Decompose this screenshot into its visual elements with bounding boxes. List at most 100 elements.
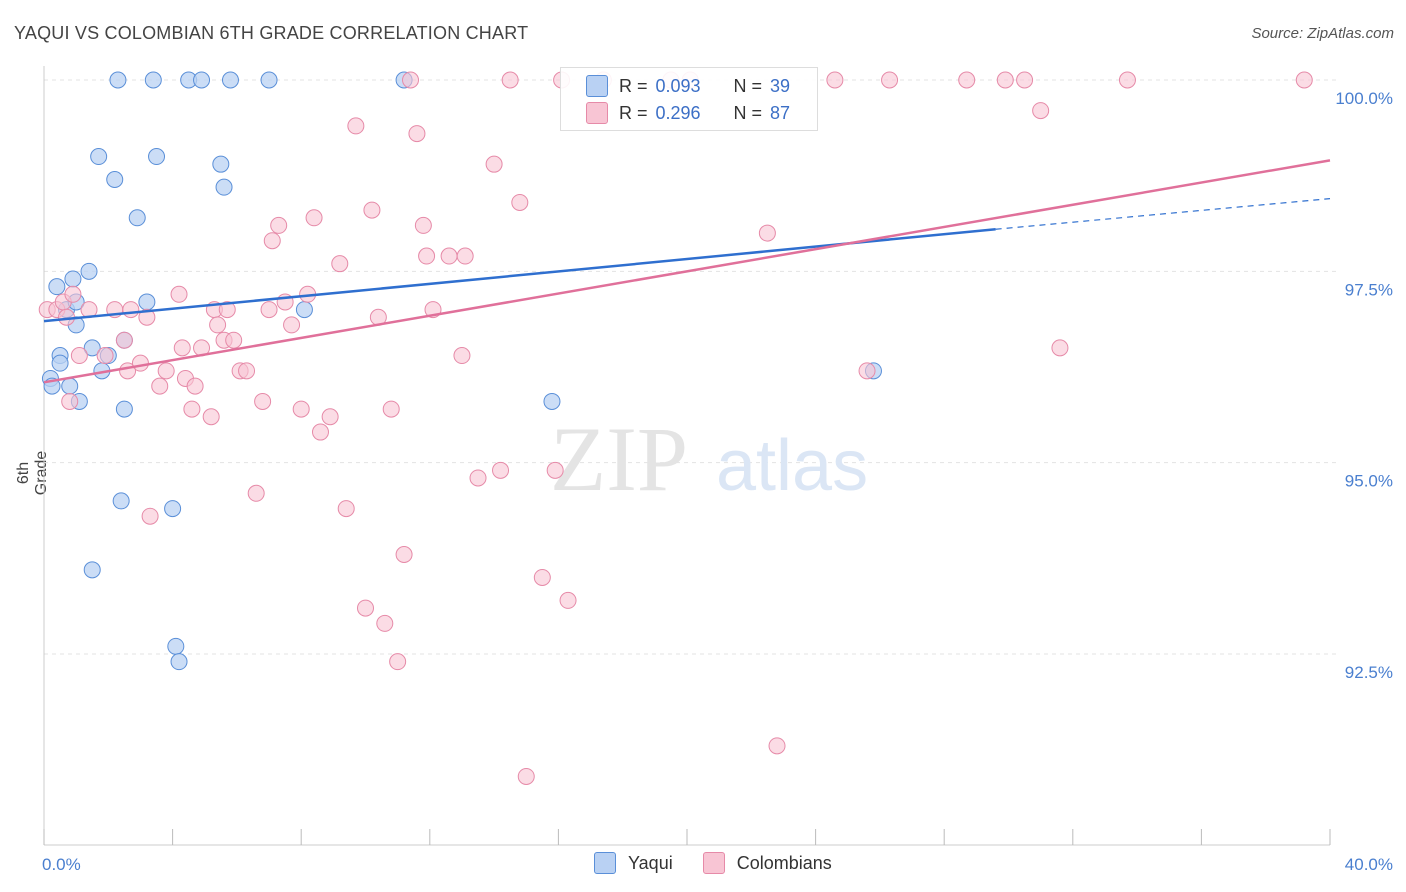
data-point-colombians: [70, 347, 88, 365]
data-point-colombians: [270, 216, 288, 234]
data-point-colombians: [218, 301, 236, 319]
trend-lines: [43, 159, 1331, 384]
data-point-yaqui: [83, 339, 101, 357]
data-point-yaqui: [144, 71, 162, 89]
series-legend: Yaqui Colombians: [594, 852, 862, 874]
data-point-colombians: [533, 568, 551, 586]
data-point-colombians: [414, 216, 432, 234]
data-point-colombians: [559, 591, 577, 609]
data-point-colombians: [183, 400, 201, 418]
data-point-colombians: [826, 71, 844, 89]
data-point-yaqui: [215, 178, 233, 196]
data-point-colombians: [389, 653, 407, 671]
y-tick-label: 97.5%: [1345, 280, 1393, 299]
data-point-yaqui: [80, 262, 98, 280]
data-point-yaqui: [112, 492, 130, 510]
x-tick-label: 40.0%: [1345, 855, 1393, 874]
data-point-colombians: [395, 546, 413, 564]
data-point-colombians: [511, 193, 529, 211]
data-point-colombians: [151, 377, 169, 395]
y-tick-label: 100.0%: [1335, 89, 1393, 108]
data-point-colombians: [170, 285, 188, 303]
data-point-yaqui: [148, 148, 166, 166]
data-point-yaqui: [167, 637, 185, 655]
data-point-colombians: [305, 209, 323, 227]
data-point-colombians: [546, 461, 564, 479]
data-point-colombians: [768, 737, 786, 755]
data-point-yaqui: [61, 377, 79, 395]
data-point-colombians: [61, 392, 79, 410]
data-point-colombians: [263, 232, 281, 250]
data-point-yaqui: [221, 71, 239, 89]
data-point-colombians: [1051, 339, 1069, 357]
data-point-colombians: [1032, 102, 1050, 120]
data-point-colombians: [283, 316, 301, 334]
data-point-yaqui: [109, 71, 127, 89]
data-point-yaqui: [295, 301, 313, 319]
data-point-colombians: [115, 331, 133, 349]
data-point-yaqui: [138, 293, 156, 311]
legend-r-label: R =: [619, 75, 648, 96]
legend-label-colombians: Colombians: [736, 852, 832, 873]
legend-n-value: 87: [770, 102, 791, 123]
data-point-colombians: [238, 362, 256, 380]
data-point-colombians: [402, 71, 420, 89]
data-point-colombians: [408, 125, 426, 143]
watermark: ZIP atlas: [550, 408, 868, 510]
data-point-colombians: [96, 347, 114, 365]
legend-item-colombians: Colombians: [702, 852, 832, 874]
legend-swatch-yaqui: [594, 852, 616, 874]
trend-line-yaqui-extension: [995, 198, 1331, 230]
data-point-colombians: [131, 354, 149, 372]
legend-r-label: R =: [619, 102, 648, 123]
data-point-colombians: [292, 400, 310, 418]
data-point-yaqui: [51, 354, 69, 372]
data-point-colombians: [996, 71, 1014, 89]
data-point-colombians: [122, 301, 140, 319]
data-point-colombians: [321, 408, 339, 426]
data-point-colombians: [501, 71, 519, 89]
data-point-colombians: [260, 301, 278, 319]
colombian-points: [38, 71, 1313, 785]
data-point-colombians: [254, 392, 272, 410]
data-point-colombians: [363, 201, 381, 219]
data-point-yaqui: [128, 209, 146, 227]
legend-row-colombians: R = 0.296 N = 87: [586, 101, 791, 125]
data-point-yaqui: [64, 270, 82, 288]
data-point-colombians: [1016, 71, 1034, 89]
data-point-yaqui: [48, 278, 66, 296]
legend-r-value: 0.093: [655, 75, 701, 96]
data-point-colombians: [64, 285, 82, 303]
data-point-colombians: [247, 484, 265, 502]
data-point-yaqui: [83, 561, 101, 579]
legend-label-yaqui: Yaqui: [628, 852, 673, 873]
data-point-yaqui: [543, 392, 561, 410]
data-point-colombians: [1118, 71, 1136, 89]
legend-n-label: N =: [733, 102, 763, 123]
data-point-colombians: [517, 767, 535, 785]
data-point-colombians: [492, 461, 510, 479]
data-point-colombians: [141, 507, 159, 525]
legend-row-yaqui: R = 0.093 N = 39: [586, 74, 790, 98]
trend-line-colombians: [43, 159, 1331, 384]
legend-swatch-colombians: [702, 852, 725, 874]
data-point-yaqui: [260, 71, 278, 89]
data-point-colombians: [485, 155, 503, 173]
source-label: Source: ZipAtlas.com: [1251, 25, 1394, 42]
data-point-yaqui: [106, 170, 124, 188]
legend-n-label: N =: [733, 75, 763, 96]
data-point-colombians: [337, 500, 355, 518]
watermark-zip: ZIP: [550, 408, 688, 510]
data-point-colombians: [157, 362, 175, 380]
data-point-colombians: [209, 316, 227, 334]
data-point-colombians: [858, 362, 876, 380]
data-point-colombians: [453, 347, 471, 365]
yaqui-points: [41, 71, 882, 671]
data-point-colombians: [347, 117, 365, 135]
data-point-yaqui: [193, 71, 211, 89]
y-tick-label: 92.5%: [1345, 663, 1393, 682]
data-point-yaqui: [170, 653, 188, 671]
data-point-colombians: [173, 339, 191, 357]
legend-item-yaqui: Yaqui: [594, 852, 673, 874]
x-tick-label: 0.0%: [42, 855, 81, 874]
